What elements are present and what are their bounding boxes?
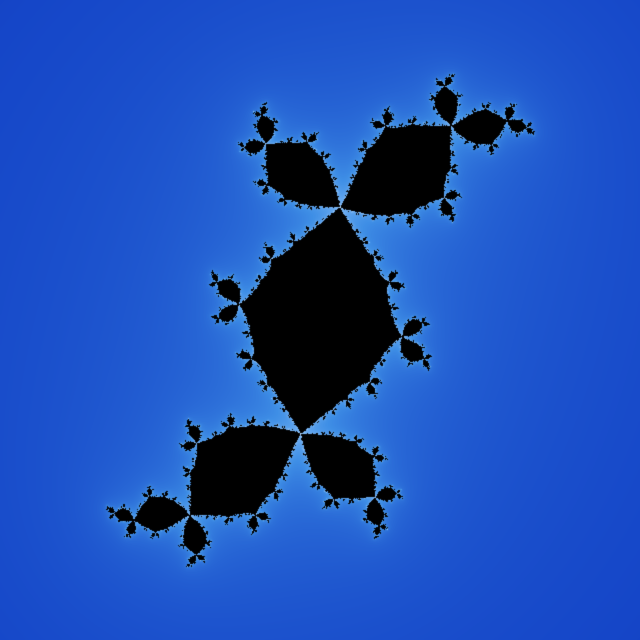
fractal-image	[0, 0, 640, 640]
fractal-canvas	[0, 0, 640, 640]
